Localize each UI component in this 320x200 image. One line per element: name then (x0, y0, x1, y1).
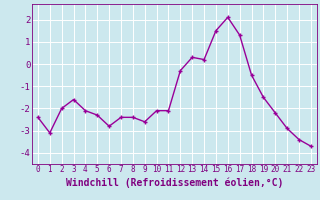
X-axis label: Windchill (Refroidissement éolien,°C): Windchill (Refroidissement éolien,°C) (66, 177, 283, 188)
